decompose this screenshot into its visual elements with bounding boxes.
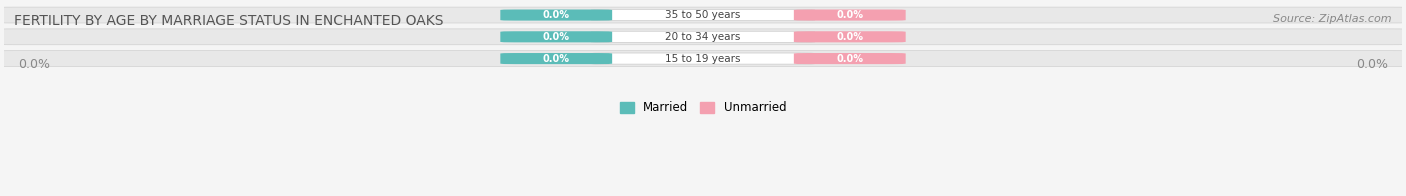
FancyBboxPatch shape	[591, 53, 815, 64]
Text: 15 to 19 years: 15 to 19 years	[665, 54, 741, 64]
FancyBboxPatch shape	[591, 9, 815, 21]
FancyBboxPatch shape	[591, 31, 815, 42]
FancyBboxPatch shape	[501, 53, 612, 64]
Text: 0.0%: 0.0%	[837, 10, 863, 20]
Text: 0.0%: 0.0%	[543, 32, 569, 42]
FancyBboxPatch shape	[0, 29, 1406, 45]
FancyBboxPatch shape	[0, 7, 1406, 23]
Text: 0.0%: 0.0%	[837, 54, 863, 64]
Text: Source: ZipAtlas.com: Source: ZipAtlas.com	[1274, 14, 1392, 24]
FancyBboxPatch shape	[794, 31, 905, 42]
FancyBboxPatch shape	[501, 9, 612, 21]
FancyBboxPatch shape	[794, 9, 905, 21]
Text: 0.0%: 0.0%	[543, 10, 569, 20]
Text: 0.0%: 0.0%	[543, 54, 569, 64]
Text: FERTILITY BY AGE BY MARRIAGE STATUS IN ENCHANTED OAKS: FERTILITY BY AGE BY MARRIAGE STATUS IN E…	[14, 14, 443, 28]
Text: 0.0%: 0.0%	[837, 32, 863, 42]
Legend: Married, Unmarried: Married, Unmarried	[614, 97, 792, 119]
FancyBboxPatch shape	[501, 31, 612, 42]
FancyBboxPatch shape	[0, 51, 1406, 66]
Text: 20 to 34 years: 20 to 34 years	[665, 32, 741, 42]
Text: 35 to 50 years: 35 to 50 years	[665, 10, 741, 20]
FancyBboxPatch shape	[794, 53, 905, 64]
Text: 0.0%: 0.0%	[18, 58, 51, 71]
Text: 0.0%: 0.0%	[1355, 58, 1388, 71]
